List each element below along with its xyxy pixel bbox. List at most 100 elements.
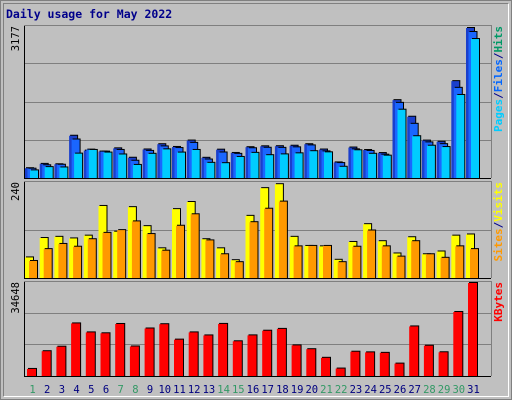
legend-visits: Visits (492, 182, 505, 222)
bar-pages-12 (191, 149, 200, 178)
legend-kbytes: KBytes (492, 282, 505, 322)
x-tick-label-23: 23 (350, 384, 363, 396)
bar-sites-31 (470, 249, 478, 278)
bar-kbytes-18 (276, 328, 286, 376)
x-tick-label-24: 24 (364, 384, 377, 396)
bar-kbytes-12 (188, 332, 198, 376)
bar-sites-16 (249, 222, 258, 278)
bar-sites-8 (131, 221, 140, 278)
bar-pages-30 (456, 94, 465, 178)
bar-kbytes-11 (174, 339, 183, 376)
bar-sites-15 (234, 262, 243, 278)
x-tick-label-30: 30 (452, 384, 465, 396)
bar-kbytes-19 (291, 345, 301, 376)
x-tick-label-17: 17 (261, 384, 274, 396)
bar-sites-24 (367, 230, 376, 278)
bar-kbytes-16 (247, 335, 257, 376)
y-max-label: 34648 (10, 282, 22, 314)
bar-sites-21 (323, 245, 331, 278)
bar-kbytes-26 (394, 363, 404, 376)
bar-pages-10 (162, 149, 171, 178)
bar-pages-31 (471, 39, 479, 178)
x-tick-label-8: 8 (132, 384, 138, 396)
bar-kbytes-17 (262, 330, 272, 376)
x-tick-label-25: 25 (379, 384, 392, 396)
legend-separator: / (492, 92, 505, 99)
bar-kbytes-31 (468, 283, 477, 376)
bar-sites-2 (43, 249, 52, 278)
bar-sites-5 (87, 239, 96, 278)
bar-sites-14 (220, 254, 229, 278)
bar-sites-18 (278, 201, 287, 278)
x-tick-label-29: 29 (438, 384, 451, 396)
x-tick-label-19: 19 (291, 384, 304, 396)
bar-pages-26 (397, 109, 406, 178)
bar-pages-4 (74, 153, 83, 178)
bar-pages-24 (368, 153, 377, 178)
bar-pages-20 (309, 151, 318, 178)
bar-sites-7 (117, 230, 126, 278)
bar-pages-15 (235, 156, 244, 178)
x-tick-label-2: 2 (44, 384, 50, 396)
bar-sites-9 (146, 234, 155, 278)
x-tick-label-31: 31 (467, 384, 480, 396)
bar-pages-27 (412, 136, 421, 178)
bar-pages-2 (44, 167, 53, 178)
bar-kbytes-15 (232, 341, 242, 376)
bar-pages-6 (103, 152, 112, 178)
x-tick-label-6: 6 (103, 384, 109, 396)
legend-separator: / (492, 52, 505, 59)
bar-kbytes-29 (438, 352, 448, 376)
legend-sites: Sites (492, 228, 505, 261)
bar-pages-5 (88, 149, 97, 178)
bar-kbytes-9 (144, 328, 154, 376)
bar-kbytes-25 (379, 352, 389, 376)
bar-kbytes-24 (365, 352, 375, 376)
x-tick-label-4: 4 (73, 384, 79, 396)
bar-sites-28 (425, 254, 434, 278)
bar-pages-17 (265, 155, 274, 178)
bar-pages-9 (147, 153, 156, 178)
bar-kbytes-3 (56, 346, 66, 376)
x-tick-label-9: 9 (147, 384, 153, 396)
chart-title: Daily usage for May 2022 (6, 7, 173, 21)
bar-kbytes-1 (27, 368, 36, 376)
legend-hits: Hits (492, 26, 505, 53)
x-tick-label-16: 16 (247, 384, 260, 396)
bar-sites-1 (29, 260, 37, 278)
bar-kbytes-8 (129, 346, 139, 376)
bar-kbytes-5 (85, 332, 95, 376)
bar-kbytes-22 (335, 368, 345, 376)
x-tick-label-26: 26 (394, 384, 407, 396)
x-tick-label-18: 18 (276, 384, 289, 396)
bar-sites-25 (381, 246, 390, 278)
x-tick-label-14: 14 (217, 384, 230, 396)
x-tick-label-7: 7 (118, 384, 124, 396)
bar-pages-22 (338, 166, 347, 178)
legend-files: Files (492, 59, 505, 92)
bar-sites-11 (176, 225, 184, 278)
y-max-label: 3177 (10, 26, 22, 51)
bar-kbytes-4 (71, 323, 81, 376)
x-tick-label-11: 11 (173, 384, 186, 396)
x-tick-label-5: 5 (88, 384, 94, 396)
bar-pages-25 (382, 155, 391, 178)
x-tick-label-27: 27 (408, 384, 421, 396)
legend-separator: / (492, 221, 505, 228)
bar-pages-14 (221, 163, 230, 178)
x-tick-label-21: 21 (320, 384, 333, 396)
panel-3: 34648 KBytes (10, 281, 505, 377)
y-max-label: 240 (10, 182, 22, 201)
x-tick-label-20: 20 (305, 384, 318, 396)
bar-kbytes-23 (350, 351, 360, 376)
bar-kbytes-30 (453, 311, 463, 376)
bar-pages-18 (279, 154, 288, 178)
bar-kbytes-20 (306, 349, 316, 376)
panel-2: 240 Sites/Visits (10, 181, 505, 279)
x-tick-label-13: 13 (203, 384, 216, 396)
bar-pages-16 (250, 152, 259, 178)
bar-pages-21 (324, 152, 332, 178)
bar-pages-29 (441, 147, 450, 178)
